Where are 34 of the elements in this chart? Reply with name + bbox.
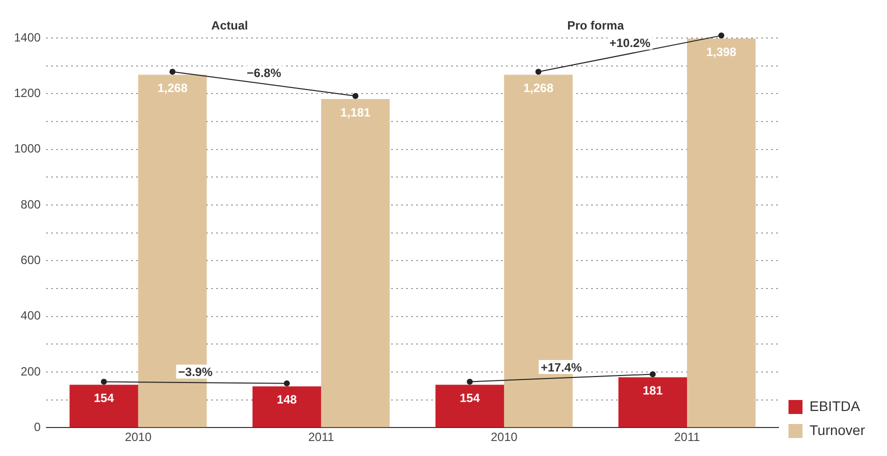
annotation: −3.9%	[178, 364, 213, 379]
y-tick-label: 1200	[14, 86, 42, 100]
data-label: 148	[276, 392, 298, 407]
y-tick-label: 400	[20, 308, 42, 323]
bar	[687, 38, 756, 428]
x-tick-label: 2011	[674, 430, 700, 444]
data-label: 1,268	[523, 81, 554, 96]
bar	[321, 98, 390, 428]
y-tick-label: 200	[20, 364, 42, 378]
y-tick-label: 1400	[14, 30, 42, 44]
data-label: 1,398	[706, 44, 737, 59]
text: Pro forma	[567, 18, 624, 32]
annotation: −6.8%	[246, 66, 282, 80]
y-tick-label: 0	[34, 420, 42, 434]
data-label: 154	[94, 391, 114, 406]
y-tick-label: 600	[20, 252, 42, 267]
bar	[70, 384, 138, 428]
bar	[618, 377, 688, 428]
data-label: 154	[460, 391, 480, 406]
x-tick-label: 2011	[308, 430, 334, 444]
y-tick-label: 800	[20, 197, 42, 212]
text: Actual	[211, 18, 248, 32]
data-label: 181	[642, 384, 664, 398]
data-label: 1,181	[340, 105, 371, 120]
legend-label: EBITDA	[810, 398, 861, 414]
annotation: +17.4%	[540, 360, 582, 374]
bar	[252, 386, 322, 428]
bar	[435, 384, 504, 428]
x-tick-label: 2010	[124, 430, 152, 444]
y-tick-label: 1000	[14, 142, 42, 156]
annotation: +10.2%	[609, 36, 651, 50]
legend-label: Turnover	[810, 422, 866, 438]
x-tick-label: 2010	[490, 430, 518, 444]
data-label: 1,268	[157, 81, 188, 96]
